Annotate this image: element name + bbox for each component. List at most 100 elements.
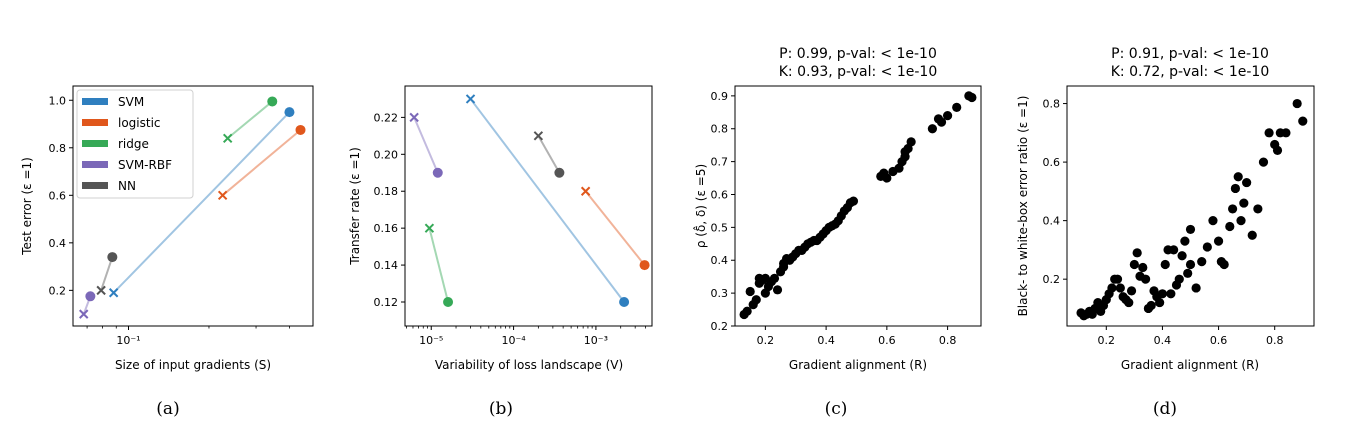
y-tick-label: 0.2	[49, 284, 67, 297]
data-point	[1228, 204, 1238, 214]
x-tick-label: 10⁻⁴	[501, 334, 526, 347]
series-cross-svm-rbf	[409, 112, 419, 123]
panel-b-marks: 10⁻⁵ 10⁻⁴ 10⁻³ 0.12 0.14 0.16 0.18 0.20 0.22	[374, 94, 650, 347]
data-point	[1225, 221, 1235, 232]
series-line-svm	[112, 111, 291, 294]
data-point	[1233, 172, 1243, 182]
y-tick-label: 0.14	[374, 259, 399, 272]
x-tick-label: 0.8	[939, 334, 957, 347]
x-tick-label: 0.8	[1266, 334, 1284, 347]
x-tick-label: 0.6	[878, 334, 896, 347]
panel-a-sublabel: (a)	[156, 399, 179, 419]
series-point-logistic	[639, 260, 650, 271]
data-point	[1138, 262, 1148, 273]
y-tick-label: 0.4	[1043, 215, 1061, 228]
series-point-svm-rbf	[85, 291, 96, 302]
panel-d-marks: 0.2 0.4 0.6 0.8 0.2 0.4 0.6 0.8	[1043, 98, 1308, 347]
data-point	[745, 286, 755, 297]
data-point	[772, 285, 783, 295]
y-tick-label: 0.18	[374, 185, 399, 198]
y-tick-label: 0.6	[1043, 156, 1061, 169]
panel-b-ylabel: Transfer rate (ε =1)	[348, 147, 362, 266]
panel-c-xlabel: Gradient alignment (R)	[789, 358, 927, 372]
y-tick-label: 0.22	[374, 111, 399, 124]
y-tick-label: 0.3	[711, 287, 729, 300]
legend-label-nn: NN	[118, 179, 136, 193]
legend-label-ridge: ridge	[118, 137, 149, 151]
series-cross-ridge	[222, 133, 233, 143]
data-point	[1230, 183, 1241, 194]
series-cross-nn	[533, 131, 544, 141]
data-point	[1166, 289, 1176, 299]
data-point	[1242, 177, 1252, 188]
legend-swatch-svm	[82, 98, 108, 105]
legend-swatch-svm-rbf	[82, 161, 108, 168]
panel-a-ylabel: Test error (ε =1)	[20, 157, 34, 256]
panel-d-title-line1: P: 0.91, p-val: < 1e-10	[1111, 46, 1269, 62]
y-tick-label: 0.6	[49, 189, 67, 202]
series-cross-nn	[96, 285, 106, 296]
series-line-nn	[537, 135, 561, 174]
x-tick-label: 10⁻¹	[116, 334, 140, 347]
data-point	[936, 117, 947, 127]
y-tick-label: 0.9	[711, 90, 729, 103]
data-point	[751, 295, 761, 305]
y-tick-label: 0.7	[711, 156, 729, 169]
y-tick-label: 0.12	[374, 296, 399, 309]
legend-box	[76, 89, 194, 199]
data-point	[1247, 230, 1257, 240]
series-point-svm	[284, 107, 295, 118]
x-tick-label: 10⁻⁵	[419, 334, 443, 347]
x-tick-label: 0.6	[1210, 334, 1228, 347]
data-point	[1157, 289, 1168, 299]
panel-b-xlabel: Variability of loss landscape (V)	[435, 358, 623, 372]
data-point	[1191, 283, 1201, 293]
panel-b-sublabel: (b)	[489, 399, 513, 419]
panel-a-frame	[72, 85, 314, 327]
data-point	[1174, 274, 1184, 284]
panel-c-title-line1: P: 0.99, p-val: < 1e-10	[779, 46, 937, 62]
data-point	[1160, 259, 1170, 270]
y-tick-label: 0.8	[1043, 98, 1061, 111]
x-tick-label: 10⁻³	[584, 334, 608, 347]
data-point	[1155, 297, 1165, 308]
data-point	[1180, 236, 1190, 246]
data-point	[1202, 242, 1212, 252]
y-tick-label: 0.8	[49, 142, 67, 155]
y-tick-label: 0.6	[711, 188, 729, 201]
series-cross-svm-rbf	[79, 309, 89, 319]
y-tick-label: 0.2	[711, 320, 729, 333]
legend-swatch-nn	[82, 182, 108, 189]
data-point	[1185, 259, 1196, 270]
series-cross-svm	[465, 94, 476, 104]
y-tick-label: 0.16	[374, 222, 399, 235]
series-cross-logistic	[580, 186, 591, 196]
data-point	[906, 137, 916, 147]
data-point	[742, 306, 752, 316]
data-point	[1272, 145, 1283, 155]
series-line-logistic	[584, 190, 646, 266]
panel-d-xlabel: Gradient alignment (R)	[1121, 358, 1259, 372]
data-point	[1219, 259, 1229, 270]
series-line-ridge	[428, 227, 450, 303]
data-point	[1292, 98, 1302, 109]
panel-d-sublabel: (d)	[1153, 399, 1177, 419]
data-point	[1264, 128, 1274, 138]
x-tick-label: 0.2	[1098, 334, 1116, 347]
panel-c-title-line2: K: 0.93, p-val: < 1e-10	[779, 64, 937, 80]
data-point	[1208, 216, 1218, 226]
series-line-ridge	[227, 100, 273, 140]
data-point	[1177, 251, 1187, 261]
data-point	[1124, 297, 1134, 308]
data-point	[1115, 283, 1125, 293]
data-point	[967, 92, 977, 103]
data-point	[900, 152, 910, 162]
series-point-nn	[107, 252, 118, 263]
data-point	[848, 196, 859, 206]
panel-d: 0.2 0.4 0.6 0.8 0.2 0.4 0.6 0.8 P: 0.91, p-val:…	[1016, 46, 1315, 419]
x-tick-label: 0.2	[757, 334, 775, 347]
series-point-ridge	[443, 297, 454, 307]
series-point-nn	[554, 167, 565, 178]
panel-b-frame	[404, 85, 653, 327]
